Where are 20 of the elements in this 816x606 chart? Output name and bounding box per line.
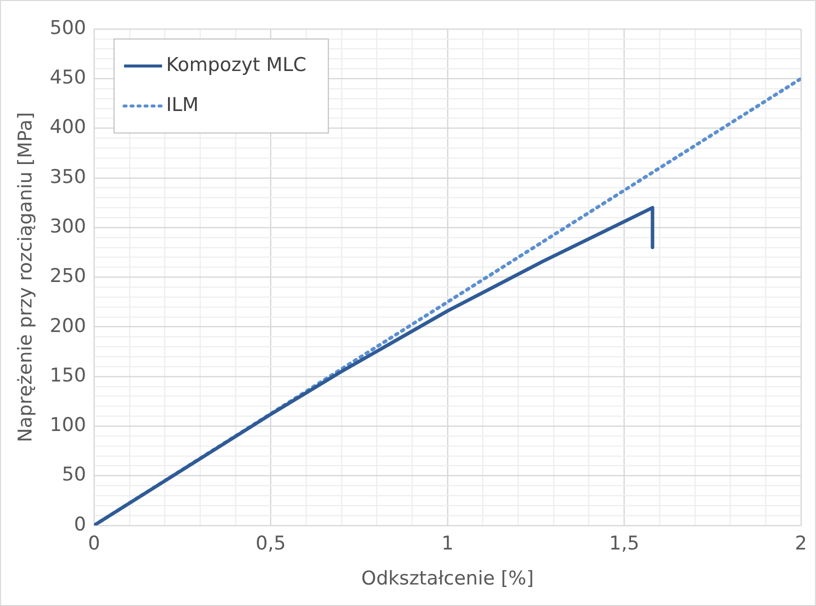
y-tick-label: 200 [50, 314, 86, 337]
y-tick-label: 400 [50, 116, 86, 138]
x-tick-label: 1,5 [609, 532, 640, 555]
y-tick-label: 100 [50, 414, 86, 436]
y-tick-label: 450 [50, 66, 86, 89]
x-tick-label: 1 [441, 532, 454, 555]
x-tick-label: 0 [88, 532, 100, 555]
y-tick-label: 0 [74, 513, 86, 536]
x-tick-label: 0,5 [256, 532, 286, 555]
y-tick-label: 500 [50, 16, 86, 39]
x-tick-label: 2 [794, 532, 808, 555]
x-axis-title: Odkształcenie [%] [361, 568, 534, 590]
y-tick-label: 250 [50, 265, 86, 288]
legend-label: Kompozyt MLC [166, 54, 306, 76]
y-axis-title: Naprężenie przy rozciąganiu [MPa] [14, 112, 36, 442]
legend-label: ILM [166, 94, 199, 116]
y-tick-label: 50 [62, 464, 86, 486]
y-tick-label: 150 [50, 364, 86, 386]
y-tick-label: 350 [50, 166, 86, 188]
y-tick-label: 300 [50, 215, 86, 238]
